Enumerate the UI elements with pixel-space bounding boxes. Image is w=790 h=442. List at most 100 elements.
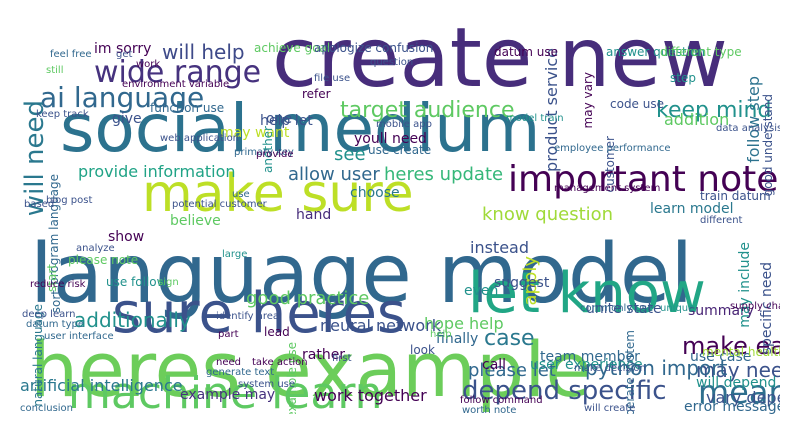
word-please-let: please let (468, 360, 556, 381)
word-use-follow: use follow (106, 275, 167, 289)
word-will-depend: will depend (696, 375, 777, 391)
word-unite-state: unite state (586, 301, 662, 317)
word-know-question: know question (482, 204, 614, 225)
word-different: different (700, 215, 743, 226)
word-train-datum: train datum (700, 189, 771, 203)
word-rather: rather (302, 347, 346, 363)
word-example-may: example may (180, 387, 276, 403)
word-based: based (24, 199, 55, 210)
word-help-let: help let (260, 113, 313, 129)
word-let-know: let know (468, 261, 706, 326)
word-generate-text: generate text (206, 367, 275, 378)
word-employee-performance: employee performance (554, 143, 671, 154)
word-still: still (46, 65, 64, 76)
word-wide-range: wide range (94, 55, 262, 90)
word-first: first (332, 353, 352, 364)
word-lead: lead (264, 325, 290, 339)
word-vary-depend: vary depend (706, 388, 780, 407)
word-mental-health: mental health (702, 345, 780, 359)
word-additionally: additionally (74, 308, 191, 332)
word-function-use: function use (150, 101, 225, 115)
word-see: see (334, 144, 366, 165)
word-file-use: file use (314, 73, 351, 84)
word-environment-variable: environment variable (122, 79, 230, 90)
word-work: work (136, 59, 161, 70)
word-im-sorry: im sorry (94, 41, 152, 57)
word-worth-note: worth note (462, 405, 517, 415)
word-work-together: work together (314, 386, 427, 405)
word-believe: believe (170, 213, 221, 229)
word-learn-model: learn model (650, 201, 734, 217)
word-allow-user: allow user (288, 164, 380, 185)
word-conclusion: conclusion (20, 403, 74, 414)
word-may-need: may need (696, 358, 780, 382)
word-heres-update: heres update (384, 164, 504, 185)
word-good-practice: good practice (246, 288, 370, 309)
word-follow-command: follow command (460, 395, 543, 406)
word-one: one (266, 111, 293, 127)
word-unique: unique (660, 303, 695, 314)
word-look: look (410, 343, 435, 357)
word-social-medium: social medium (60, 90, 541, 167)
word-target-audience: target audience (340, 98, 515, 123)
word-mean: mean (698, 373, 780, 411)
word-supply-chain: supply chain (730, 301, 780, 312)
word-will-help: will help (162, 40, 245, 64)
word-even: even (464, 283, 499, 299)
word-need: need (216, 357, 241, 368)
word-analyze: analyze (76, 243, 115, 254)
word-make-sure: make sure (142, 164, 414, 224)
word-refer: refer (302, 87, 331, 101)
word-important-note: important note (508, 159, 779, 200)
word-finally: finally (436, 331, 479, 347)
word-depend-specific: depend specific (462, 376, 667, 406)
word-use-case: use case (690, 349, 752, 365)
word-addition: addition (664, 110, 730, 129)
word-blog-post: blog post (46, 195, 93, 206)
word-keep-mind: keep mind (656, 98, 772, 123)
word-team-member: team member (540, 349, 640, 365)
word-follow-step: follow step (744, 76, 763, 163)
word-user-interface: user interface (44, 331, 114, 342)
word-keep-track: keep track (36, 109, 89, 120)
word-hand: hand (296, 207, 332, 223)
word-web-application: web application (160, 133, 240, 144)
word-answer-question: answer question (606, 45, 705, 59)
word-deep-learn: deep learn (22, 309, 76, 320)
word-reduce-risk: reduce risk (30, 279, 86, 290)
word-datum-type: datum type (26, 319, 84, 330)
word-cloud: create new social medium language model her… (10, 14, 780, 414)
word-may-vary: may vary (581, 72, 595, 129)
word-large: large (222, 249, 248, 260)
word-call: call (482, 357, 507, 373)
word-question: question (370, 57, 414, 68)
word-user-experience: user experience (530, 357, 643, 373)
word-may-want: may want (220, 125, 290, 141)
word-show: show (108, 229, 145, 245)
word-youll-need: youll need (354, 131, 427, 147)
word-neural-network: neural network (320, 316, 442, 335)
word-summary: summary (688, 303, 755, 319)
word-commonly-use: commonly use (580, 303, 654, 314)
word-ai-language: ai language (40, 81, 205, 114)
word-data-analysis: data analysis (716, 123, 780, 134)
word-sign: sign (158, 277, 179, 288)
word-achieve-goal: achieve goal (254, 41, 331, 55)
word-good-understand: good understand (761, 94, 775, 197)
word-mobile-app: mobile app (376, 119, 432, 130)
word-potential-customer: potential customer (172, 199, 267, 210)
word-error-message: error message (684, 399, 780, 414)
word-example-use: example use (285, 342, 299, 414)
word-feel-free: feel free (50, 49, 92, 60)
word-use-create: use create (368, 143, 432, 157)
word-create-new: create new (272, 14, 728, 106)
word-python-import: python import (585, 356, 728, 380)
word-hope-help: hope help (424, 314, 504, 333)
word-make-decision: make decision (574, 363, 646, 374)
word-code-use: code use (610, 97, 664, 111)
word-choose: choose (350, 185, 400, 201)
word-datum-use: datum use (494, 45, 559, 59)
word-suggest: suggest (494, 275, 550, 291)
word-case: case (484, 326, 535, 351)
word-sure-heres: sure heres (112, 281, 407, 346)
